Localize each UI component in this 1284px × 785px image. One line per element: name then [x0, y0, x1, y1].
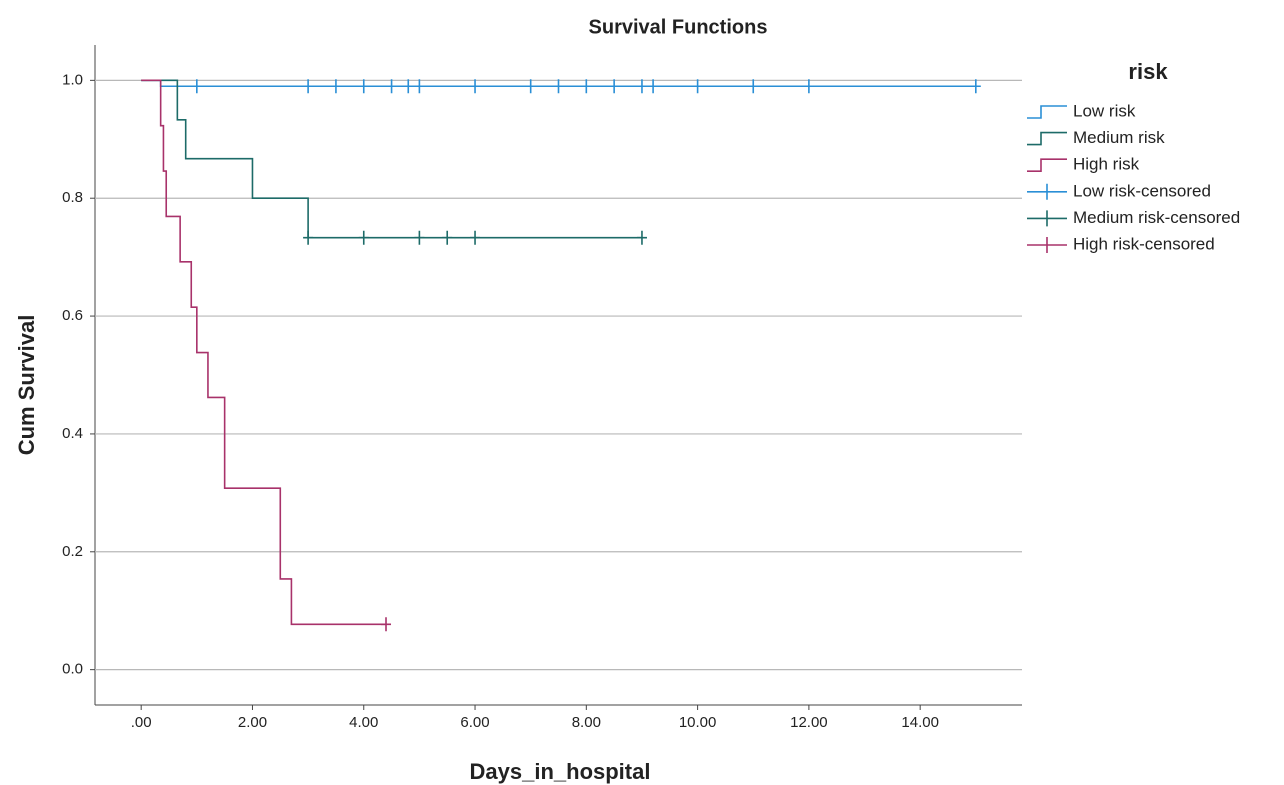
censor-mark: [381, 617, 392, 632]
legend-label: High risk-censored: [1073, 234, 1215, 253]
legend-symbol: [1027, 237, 1067, 253]
censor-mark: [386, 79, 397, 94]
censor-mark: [803, 79, 814, 94]
censor-mark: [636, 230, 647, 245]
y-tick-label: 0.8: [62, 189, 83, 206]
censor-mark: [442, 230, 453, 245]
legend-label: Medium risk-censored: [1073, 208, 1240, 227]
censor-mark: [403, 79, 414, 94]
censor-mark: [358, 79, 369, 94]
censor-mark: [330, 79, 341, 94]
legend-label: Medium risk: [1073, 128, 1165, 147]
legend-symbol: [1027, 158, 1067, 172]
x-tick-label: 6.00: [460, 714, 489, 731]
x-tick-label: 12.00: [790, 714, 828, 731]
x-tick-label: 14.00: [901, 714, 939, 731]
y-tick-label: 0.0: [62, 661, 83, 678]
x-tick-label: 8.00: [572, 714, 601, 731]
y-tick-label: 1.0: [62, 71, 83, 88]
legend-label: High risk: [1073, 155, 1140, 174]
x-tick-label: 2.00: [238, 714, 267, 731]
x-tick-label: 4.00: [349, 714, 378, 731]
legend-symbol: [1027, 183, 1067, 200]
survival-curve: [141, 79, 387, 626]
y-tick-label: 0.2: [62, 543, 83, 560]
censor-mark: [648, 79, 659, 94]
censor-mark: [414, 79, 425, 94]
x-tick-label: .00: [131, 714, 152, 731]
chart-title: Survival Functions: [589, 16, 768, 38]
x-tick-label: 10.00: [679, 714, 717, 731]
legend-symbol: [1027, 131, 1067, 146]
censor-mark: [470, 79, 481, 94]
censor-mark: [609, 79, 620, 94]
censor-mark: [414, 230, 425, 245]
legend-label: Low risk-censored: [1073, 181, 1211, 200]
censor-mark: [303, 79, 314, 94]
censor-mark: [636, 79, 647, 94]
x-axis-title: Days_in_hospital: [470, 759, 651, 784]
y-axis-title: Cum Survival: [14, 315, 39, 456]
survival-curve: [141, 79, 642, 239]
censor-mark: [191, 79, 202, 94]
y-tick-label: 0.4: [62, 425, 83, 442]
censor-mark: [553, 79, 564, 94]
legend-title: risk: [1128, 59, 1168, 84]
censor-mark: [358, 230, 369, 245]
legend-symbol: [1027, 105, 1067, 119]
censor-mark: [748, 79, 759, 94]
censor-mark: [692, 79, 703, 94]
legend-symbol: [1027, 210, 1067, 227]
censor-mark: [581, 79, 592, 94]
censor-mark: [470, 230, 481, 245]
censor-mark: [970, 79, 981, 94]
censor-mark: [525, 79, 536, 94]
censor-mark: [303, 230, 314, 245]
y-tick-label: 0.6: [62, 307, 83, 324]
legend-label: Low risk: [1073, 101, 1136, 120]
